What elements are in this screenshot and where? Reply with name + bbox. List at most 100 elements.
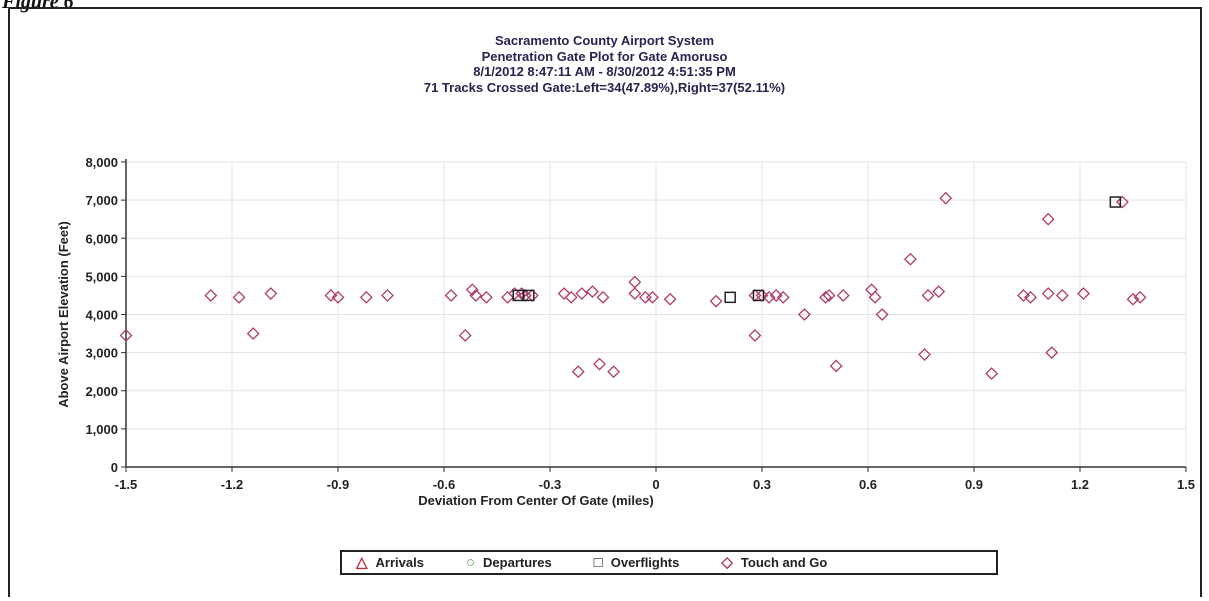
touch-and-go-point bbox=[762, 290, 776, 304]
touch-and-go-point bbox=[331, 290, 345, 304]
touch-and-go-point bbox=[918, 348, 931, 361]
legend-item-departures: ○ Departures bbox=[466, 555, 552, 570]
touch-and-go-point bbox=[646, 290, 659, 304]
touch-and-go-point bbox=[585, 285, 599, 299]
x-tick-label: 0.3 bbox=[753, 477, 771, 492]
touch-and-go-point bbox=[596, 290, 610, 304]
touch-and-go-point bbox=[776, 290, 790, 304]
x-tick-label: 0.6 bbox=[859, 477, 877, 492]
circle-marker-icon: ○ bbox=[465, 554, 476, 571]
touch-and-go-point bbox=[1077, 287, 1090, 300]
touch-and-go-point bbox=[628, 287, 642, 300]
legend-item-overflights: □ Overflights bbox=[594, 555, 680, 570]
touch-and-go-point bbox=[444, 289, 458, 302]
legend-label-departures: Departures bbox=[483, 555, 552, 570]
overflight-point bbox=[523, 289, 535, 302]
y-tick-label: 0 bbox=[111, 460, 118, 475]
touch-and-go-point bbox=[829, 359, 843, 373]
touch-and-go-point bbox=[1041, 212, 1055, 226]
x-tick-label: 1.2 bbox=[1071, 477, 1089, 492]
chart-title-block: Sacramento County Airport System Penetra… bbox=[0, 33, 1209, 95]
x-tick-label: 1.5 bbox=[1177, 477, 1195, 492]
touch-and-go-point bbox=[769, 289, 783, 302]
figure-label: Figure 6 bbox=[2, 0, 74, 13]
y-tick-label: 5,000 bbox=[85, 269, 118, 284]
legend-item-touch-and-go: ◇ Touch and Go bbox=[721, 555, 827, 570]
touch-and-go-point bbox=[875, 308, 889, 321]
figure-frame bbox=[8, 7, 1202, 597]
y-tick-label: 1,000 bbox=[85, 422, 118, 437]
touch-and-go-point bbox=[508, 287, 522, 300]
touch-and-go-point bbox=[557, 287, 571, 300]
touch-and-go-point bbox=[1024, 290, 1037, 304]
triangle-marker-icon: △ bbox=[356, 554, 368, 571]
touch-and-go-point bbox=[985, 367, 999, 381]
touch-and-go-point bbox=[1055, 289, 1069, 302]
touch-and-go-point bbox=[515, 287, 529, 300]
touch-and-go-point bbox=[822, 289, 836, 302]
touch-and-go-point bbox=[381, 289, 394, 302]
legend-label-touch-and-go: Touch and Go bbox=[740, 555, 828, 570]
touch-and-go-point bbox=[469, 289, 483, 302]
overflight-point bbox=[724, 291, 736, 304]
touch-and-go-point bbox=[836, 289, 850, 302]
chart-title-line-3: 8/1/2012 8:47:11 AM - 8/30/2012 4:51:35 … bbox=[473, 64, 736, 79]
touch-and-go-point bbox=[501, 290, 515, 304]
touch-and-go-point bbox=[663, 292, 677, 306]
x-tick-label: -0.6 bbox=[433, 477, 455, 492]
legend-item-arrivals: △ Arrivals bbox=[356, 555, 424, 570]
legend-label-arrivals: Arrivals bbox=[375, 555, 424, 570]
touch-and-go-point bbox=[525, 289, 539, 302]
touch-and-go-point bbox=[607, 365, 621, 379]
touch-and-go-point bbox=[359, 290, 373, 304]
touch-and-go-point bbox=[709, 294, 723, 308]
touch-and-go-point bbox=[1041, 287, 1055, 300]
x-tick-label: -0.3 bbox=[539, 477, 561, 492]
y-tick-label: 6,000 bbox=[85, 231, 118, 246]
touch-and-go-point bbox=[1045, 346, 1059, 360]
diamond-marker-icon: ◇ bbox=[721, 554, 733, 571]
y-tick-label: 7,000 bbox=[85, 193, 118, 208]
x-tick-label: -0.9 bbox=[327, 477, 349, 492]
touch-and-go-point bbox=[903, 252, 917, 266]
chart-title-line-1: Sacramento County Airport System bbox=[494, 33, 715, 48]
square-marker-icon: □ bbox=[593, 554, 603, 571]
touch-and-go-point bbox=[571, 365, 585, 379]
touch-and-go-point bbox=[232, 290, 246, 304]
touch-and-go-point bbox=[638, 290, 652, 304]
touch-and-go-point bbox=[479, 290, 493, 304]
touch-and-go-point bbox=[939, 191, 953, 205]
touch-and-go-point bbox=[204, 289, 218, 302]
legend-label-overflights: Overflights bbox=[610, 555, 680, 570]
touch-and-go-point bbox=[628, 275, 642, 289]
overflight-point bbox=[752, 289, 765, 302]
touch-and-go-point bbox=[458, 329, 472, 342]
y-tick-label: 3,000 bbox=[85, 346, 118, 361]
touch-and-go-point bbox=[264, 287, 278, 300]
touch-and-go-point bbox=[797, 308, 811, 321]
touch-and-go-point bbox=[1126, 292, 1140, 306]
touch-and-go-point bbox=[246, 327, 260, 340]
x-tick-label: 0.9 bbox=[965, 477, 983, 492]
x-axis-title: Deviation From Center Of Gate (miles) bbox=[418, 493, 654, 508]
touch-and-go-point bbox=[1115, 195, 1129, 209]
touch-and-go-point bbox=[564, 290, 578, 304]
chart-title-line-4: 71 Tracks Crossed Gate:Left=34(47.89%),R… bbox=[423, 79, 786, 95]
overflight-point bbox=[1109, 196, 1122, 208]
touch-and-go-point bbox=[119, 329, 133, 342]
x-tick-label: -1.2 bbox=[221, 477, 243, 492]
touch-and-go-point bbox=[819, 290, 833, 304]
touch-and-go-point bbox=[593, 357, 606, 371]
touch-and-go-point bbox=[1133, 290, 1147, 304]
touch-and-go-point bbox=[465, 283, 479, 297]
y-axis-title: Above Airport Elevation (Feet) bbox=[56, 221, 71, 408]
y-tick-label: 4,000 bbox=[85, 308, 118, 323]
touch-and-go-point bbox=[921, 289, 935, 302]
x-tick-label: -1.5 bbox=[115, 477, 137, 492]
y-tick-label: 8,000 bbox=[85, 155, 118, 170]
touch-and-go-point bbox=[575, 287, 589, 300]
x-tick-label: 0 bbox=[652, 477, 659, 492]
chart-legend: △ Arrivals ○ Departures □ Overflights ◇ … bbox=[340, 550, 998, 575]
touch-and-go-point bbox=[324, 289, 338, 302]
